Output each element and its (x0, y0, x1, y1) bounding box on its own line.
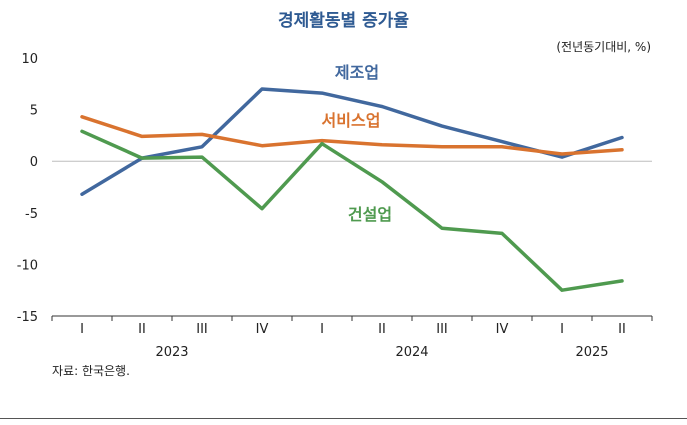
series-label: 서비스업 (322, 111, 381, 130)
series-label: 제조업 (335, 63, 379, 82)
x-tick-label: IV (256, 322, 269, 337)
y-tick-label: 0 (30, 155, 38, 170)
x-tick-label: II (378, 322, 386, 337)
series-line (80, 115, 624, 156)
x-tick-label: I (320, 322, 324, 337)
x-tick-label: I (80, 322, 84, 337)
y-tick-label: -10 (17, 258, 38, 273)
source-note: 자료: 한국은행. (52, 364, 130, 378)
series-label: 건설업 (348, 205, 392, 224)
x-tick-label: I (560, 322, 564, 337)
year-label: 2025 (575, 345, 608, 360)
bottom-divider (0, 418, 687, 419)
x-tick-label: II (618, 322, 626, 337)
unit-note: (전년동기대비, %) (556, 40, 651, 54)
y-tick-label: -15 (17, 310, 38, 325)
series-line (80, 129, 624, 292)
year-label: 2023 (155, 345, 188, 360)
y-tick-label: -5 (25, 207, 38, 222)
x-tick-label: IV (496, 322, 509, 337)
x-tick-label: II (138, 322, 146, 337)
x-tick-label: III (196, 322, 208, 337)
x-tick-label: III (436, 322, 448, 337)
y-tick-label: 10 (21, 52, 38, 67)
chart-title: 경제활동별 증가율 (277, 11, 410, 31)
year-label: 2024 (395, 345, 428, 360)
y-tick-label: 5 (30, 104, 38, 119)
